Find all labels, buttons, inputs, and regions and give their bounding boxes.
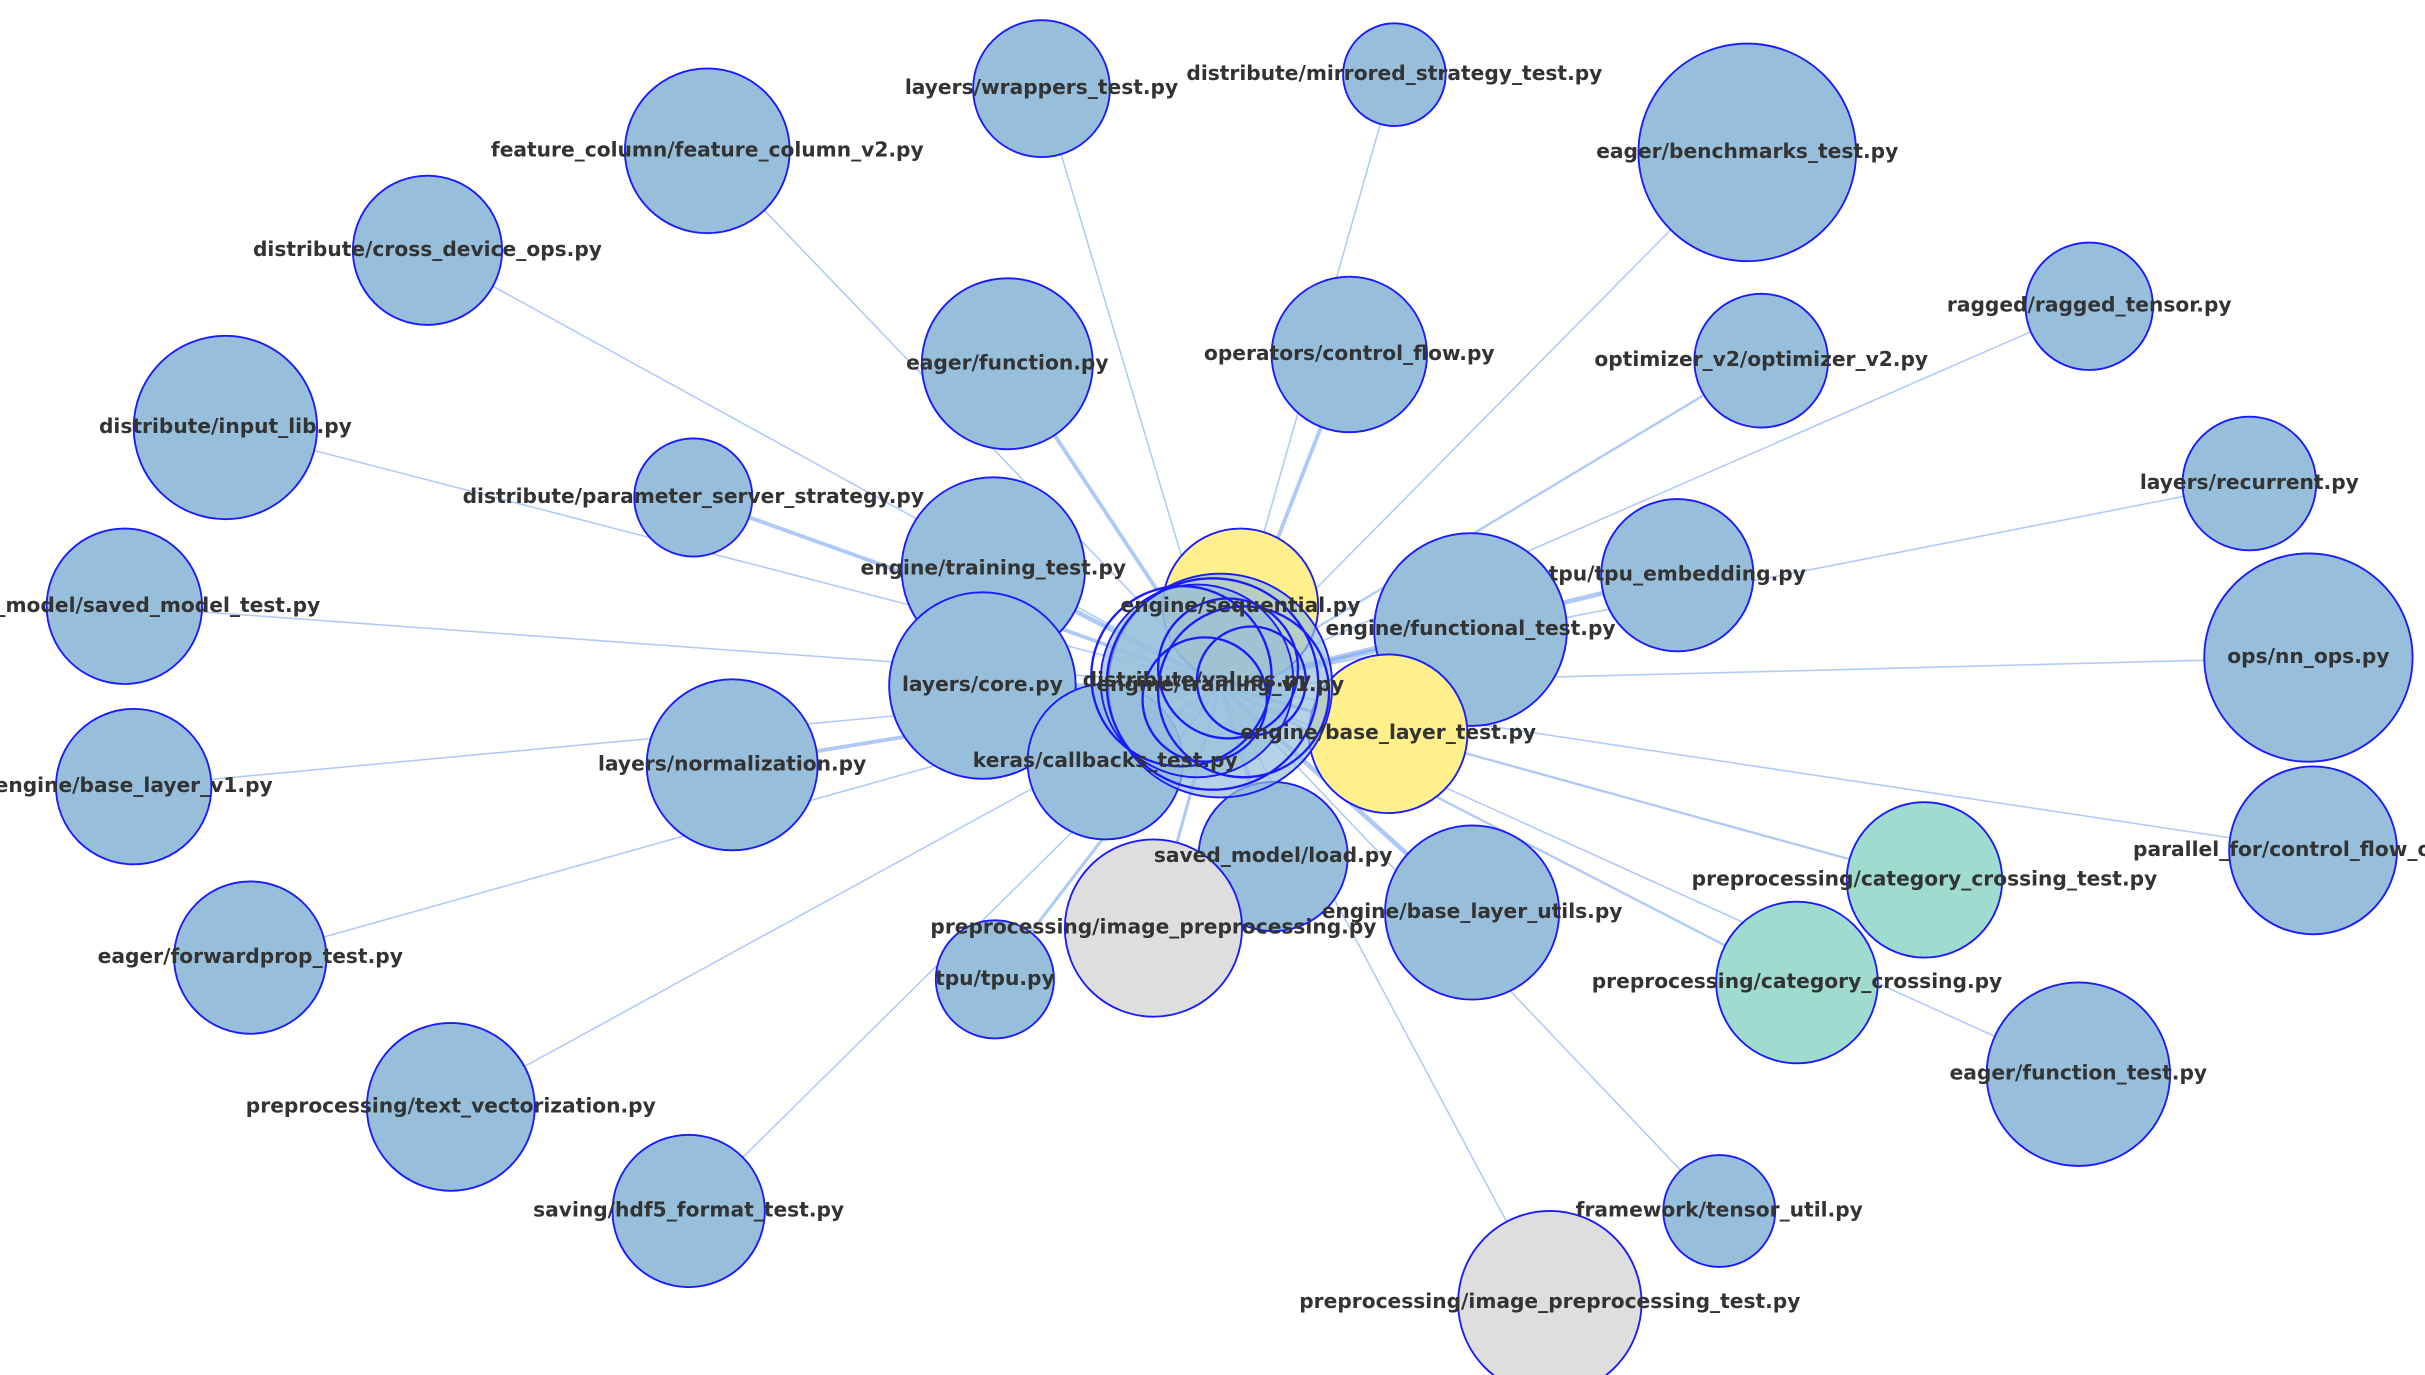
cluster-circle: [1141, 636, 1269, 763]
node-label: preprocessing/category_crossing_test.py: [1692, 866, 2158, 890]
edge: [1230, 359, 1762, 681]
node-label: preprocessing/category_crossing.py: [1592, 969, 2002, 993]
node-label: layers/recurrent.py: [2140, 470, 2359, 494]
node: [1637, 42, 1857, 263]
node-label: ops/nn_ops.py: [2227, 644, 2389, 668]
cluster-circle: [1090, 584, 1273, 768]
node-label: keras/callbacks_test.py: [973, 748, 1238, 772]
node: [1342, 22, 1447, 127]
node-label: saving/hdf5_format_test.py: [533, 1197, 844, 1221]
node-label: eager/benchmarks_test.py: [1596, 139, 1898, 163]
node: [2181, 415, 2318, 552]
node-label: eager/forwardprop_test.py: [98, 944, 403, 968]
nodes: [45, 19, 2414, 1375]
node-label: layers/wrappers_test.py: [905, 75, 1178, 99]
node-label: layers/normalization.py: [598, 751, 866, 775]
node: [2228, 765, 2398, 936]
node: [45, 527, 204, 685]
node-label: optimizer_v2/optimizer_v2.py: [1594, 347, 1928, 371]
node-label: engine/sequential.py: [1121, 593, 1361, 617]
node: [1845, 801, 2004, 959]
cluster-circle: [1156, 605, 1331, 779]
node-label: tpu/tpu_embedding.py: [1549, 562, 1806, 586]
node-label: distribute/input_lib.py: [99, 414, 352, 438]
node-label: engine/functional_test.py: [1325, 616, 1615, 640]
node-label: distribute/parameter_server_strategy.py: [463, 484, 924, 508]
node: [2203, 552, 2414, 763]
node-label: preprocessing/image_preprocessing_test.p…: [1299, 1289, 1800, 1313]
node: [934, 919, 1055, 1040]
node: [132, 334, 319, 521]
edge: [427, 249, 1205, 678]
node-label: engine/training_v1.py: [1096, 672, 1344, 696]
node-label: preprocessing/text_vectorization.py: [246, 1093, 656, 1117]
node: [1662, 1154, 1777, 1268]
node: [1384, 824, 1561, 1001]
node: [2024, 241, 2154, 371]
node-label: engine/base_layer_utils.py: [1322, 899, 1623, 923]
node-label: engine/training_test.py: [861, 555, 1127, 579]
labels: layers/wrappers_test.py distribute/mirror…: [0, 61, 2425, 1313]
cluster-circle: [1195, 625, 1307, 737]
node-label: distribute/mirrored_strategy_test.py: [1186, 61, 1602, 85]
node: [611, 1133, 766, 1289]
node-label: eager/function.py: [906, 350, 1108, 374]
node: [623, 67, 791, 235]
cluster-circle: [1105, 577, 1320, 791]
node: [972, 19, 1111, 158]
node: [633, 437, 754, 558]
node-label: saved_model/load.py: [1154, 843, 1393, 867]
node-label: engine/base_layer_test.py: [1240, 720, 1536, 744]
node: [920, 277, 1094, 451]
node-label: preprocessing/image_preprocessing.py: [930, 915, 1376, 939]
node: [1715, 900, 1879, 1065]
node: [1693, 292, 1830, 429]
node: [1063, 838, 1243, 1018]
node: [1270, 275, 1428, 434]
node-label: framework/tensor_util.py: [1576, 1197, 1863, 1221]
node-label: parallel_for/control_flow_ops.py: [2133, 837, 2425, 861]
node: [645, 678, 819, 852]
node: [888, 591, 1077, 780]
node-label: distribute/cross_device_ops.py: [253, 237, 602, 261]
node: [351, 174, 504, 326]
cluster-circle: [1156, 597, 1300, 740]
node-label: distribute/values.py: [1083, 667, 1312, 691]
node: [55, 707, 213, 866]
node-label: tpu/tpu.py: [935, 966, 1055, 990]
node: [1985, 981, 2171, 1167]
node-label: saved_model/saved_model_test.py: [0, 593, 320, 617]
node-label: feature_column/feature_column_v2.py: [491, 137, 924, 161]
node-label: operators/control_flow.py: [1204, 341, 1495, 365]
node-label: engine/base_layer_v1.py: [0, 773, 273, 797]
node-label: eager/function_test.py: [1950, 1061, 2207, 1085]
node: [173, 880, 328, 1035]
node: [1457, 1210, 1643, 1375]
node-label: layers/core.py: [902, 672, 1063, 696]
node-label: ragged/ragged_tensor.py: [1947, 293, 2232, 317]
node: [1600, 498, 1755, 653]
node: [365, 1021, 536, 1192]
